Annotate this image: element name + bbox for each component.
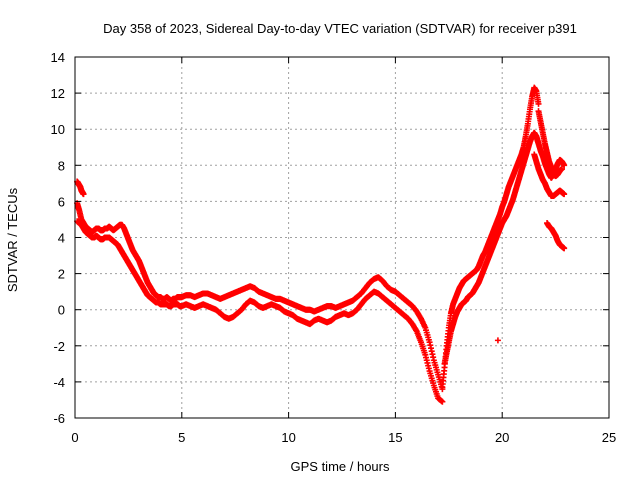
y-tick-label: 0 [58, 303, 65, 318]
series-lower-band [74, 218, 446, 405]
data-point [561, 245, 568, 252]
series-late-branch-c [531, 151, 568, 199]
y-tick-label: 12 [51, 86, 65, 101]
x-tick-label: 5 [178, 430, 185, 445]
y-tick-label: -4 [53, 375, 65, 390]
x-tick-label: 15 [388, 430, 402, 445]
series-early-high [74, 178, 87, 198]
data-point [80, 191, 87, 198]
x-tick-label: 0 [71, 430, 78, 445]
series-upper-band [74, 200, 446, 393]
y-tick-label: 2 [58, 267, 65, 282]
data-point [559, 165, 566, 172]
y-tick-label: 14 [51, 50, 65, 65]
x-tick-label: 20 [495, 430, 509, 445]
data-point [494, 337, 501, 344]
y-tick-label: -6 [53, 411, 65, 426]
series-recovery-upper [439, 84, 542, 391]
axis-ticks: 0 5 10 15 20 25 -6 -4 -2 0 2 4 6 8 10 12 14 [51, 50, 617, 445]
x-tick-label: 25 [602, 430, 616, 445]
series-late-low [544, 220, 568, 252]
x-tick-label: 10 [281, 430, 295, 445]
y-tick-label: 8 [58, 158, 65, 173]
y-tick-label: -2 [53, 339, 65, 354]
data-points [74, 84, 568, 405]
y-tick-label: 6 [58, 194, 65, 209]
y-axis-label: SDTVAR / TECUs [5, 187, 20, 292]
series-isolated [494, 337, 501, 344]
data-point [561, 162, 568, 169]
series-late-branch-b [533, 133, 568, 181]
y-tick-label: 10 [51, 122, 65, 137]
data-point [561, 191, 568, 198]
data-point [535, 100, 542, 107]
y-tick-label: 4 [58, 231, 65, 246]
chart-title: Day 358 of 2023, Sidereal Day-to-day VTE… [103, 21, 577, 36]
x-axis-label: GPS time / hours [291, 459, 390, 474]
data-point [439, 398, 446, 405]
